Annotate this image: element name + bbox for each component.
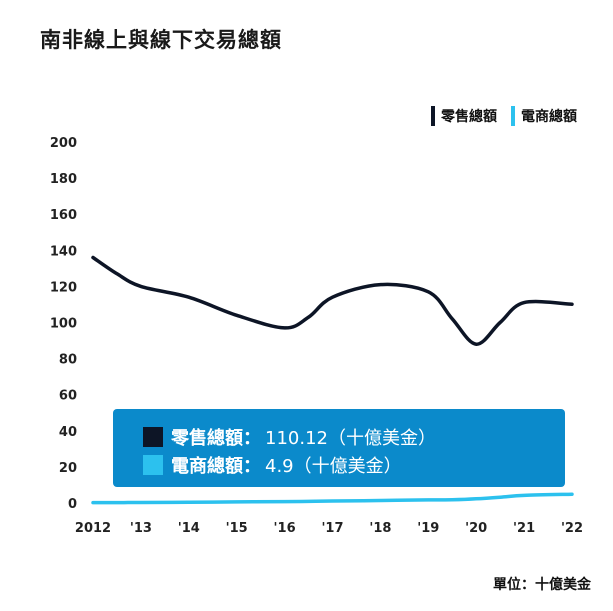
x-tick-label: '14 [178,521,200,536]
unit-label: 單位：十億美金 [493,577,591,593]
y-tick-label: 20 [59,461,77,476]
y-tick-label: 140 [50,244,77,259]
y-tick-label: 0 [68,497,77,512]
y-tick-label: 60 [59,389,77,404]
y-tick-label: 40 [59,425,77,440]
tooltip-swatch-retail [143,427,163,447]
y-tick-label: 200 [50,136,77,151]
y-tick-label: 160 [50,208,77,223]
series-line-retail [91,255,574,346]
y-tick-label: 120 [50,280,77,295]
series-lines [91,255,574,505]
legend-item-retail: 零售總額 [431,106,497,126]
tooltip-row-ecommerce: 電商總額： 4.9（十億美金） [143,451,565,479]
x-tick-label: '17 [321,521,343,536]
y-axis: 0 20 40 60 80 100 120 140 160 180 200 [50,136,77,512]
x-tick-label: '20 [465,521,487,536]
y-tick-label: 180 [50,172,77,187]
legend-swatch-retail [431,106,435,126]
legend: 零售總額 電商總額 [431,106,577,126]
y-tick-label: 80 [59,353,77,368]
x-tick-label: 2012 [75,521,111,536]
legend-swatch-ecommerce [511,106,515,126]
x-tick-label: '19 [417,521,439,536]
x-tick-label: '16 [274,521,296,536]
tooltip-label-retail: 零售總額： [171,428,261,449]
x-tick-label: '22 [561,521,583,536]
series-line-ecommerce [91,492,574,505]
tooltip-value-retail: 110.12（十億美金） [265,428,436,449]
x-tick-label: '21 [513,521,535,536]
x-axis: 2012 '13 '14 '15 '16 '17 '18 '19 '20 '21 '22 [75,521,583,536]
legend-label-retail: 零售總額 [441,109,497,125]
x-tick-label: '15 [226,521,248,536]
legend-label-ecommerce: 電商總額 [521,109,577,125]
tooltip-row-retail: 零售總額： 110.12（十億美金） [143,423,565,451]
x-tick-label: '18 [369,521,391,536]
data-tooltip: 零售總額： 110.12（十億美金） 電商總額： 4.9（十億美金） [113,409,565,487]
tooltip-label-ecommerce: 電商總額： [171,456,261,477]
legend-item-ecommerce: 電商總額 [511,106,577,126]
tooltip-value-ecommerce: 4.9（十億美金） [265,456,402,477]
x-tick-label: '13 [130,521,152,536]
y-tick-label: 100 [50,317,77,332]
chart-title: 南非線上與線下交易總額 [40,28,282,52]
tooltip-swatch-ecommerce [143,455,163,475]
